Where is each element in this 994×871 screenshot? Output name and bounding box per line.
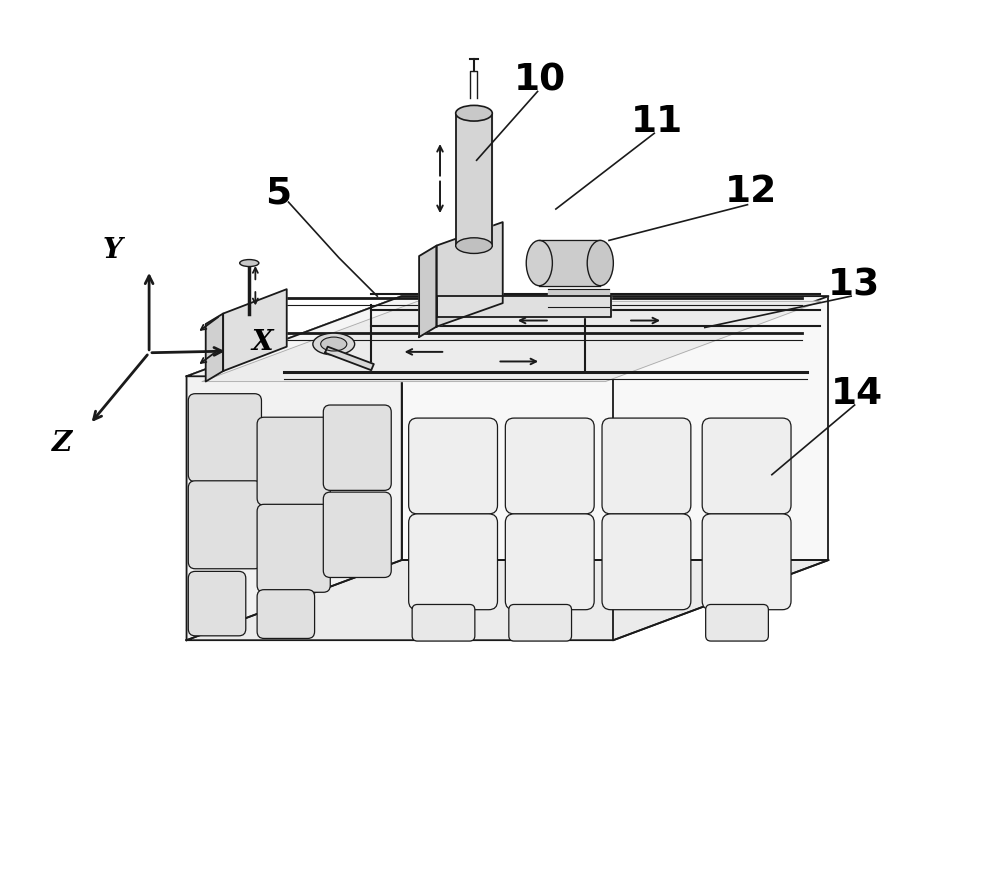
Text: 13: 13 — [827, 267, 879, 304]
Text: Z: Z — [52, 430, 72, 456]
Text: Y: Y — [102, 238, 122, 264]
FancyBboxPatch shape — [256, 417, 330, 505]
Polygon shape — [436, 222, 502, 327]
Ellipse shape — [455, 105, 492, 121]
Polygon shape — [418, 246, 436, 337]
Ellipse shape — [240, 260, 258, 267]
FancyBboxPatch shape — [256, 504, 330, 592]
FancyBboxPatch shape — [188, 571, 246, 636]
Ellipse shape — [320, 337, 347, 351]
Ellipse shape — [586, 240, 612, 286]
Polygon shape — [186, 296, 402, 640]
Text: 5: 5 — [264, 175, 291, 212]
Polygon shape — [186, 560, 828, 640]
FancyBboxPatch shape — [702, 418, 790, 514]
FancyBboxPatch shape — [702, 514, 790, 610]
Polygon shape — [206, 314, 223, 381]
Ellipse shape — [526, 240, 552, 286]
FancyBboxPatch shape — [188, 394, 261, 482]
Polygon shape — [402, 296, 828, 560]
Polygon shape — [202, 301, 820, 381]
Ellipse shape — [312, 333, 354, 355]
FancyBboxPatch shape — [505, 418, 593, 514]
FancyBboxPatch shape — [256, 590, 314, 638]
FancyBboxPatch shape — [412, 604, 474, 641]
Text: 10: 10 — [514, 62, 566, 98]
FancyBboxPatch shape — [409, 514, 497, 610]
FancyBboxPatch shape — [705, 604, 767, 641]
FancyBboxPatch shape — [323, 405, 391, 490]
Text: X: X — [251, 329, 273, 356]
FancyBboxPatch shape — [601, 514, 690, 610]
FancyBboxPatch shape — [188, 481, 261, 569]
Text: 12: 12 — [724, 173, 776, 210]
Polygon shape — [223, 289, 286, 371]
Text: 11: 11 — [630, 104, 682, 140]
Text: 14: 14 — [830, 375, 883, 412]
Polygon shape — [186, 296, 828, 376]
FancyBboxPatch shape — [601, 418, 690, 514]
FancyBboxPatch shape — [508, 604, 571, 641]
Polygon shape — [436, 296, 610, 317]
FancyBboxPatch shape — [409, 418, 497, 514]
FancyBboxPatch shape — [323, 492, 391, 577]
FancyBboxPatch shape — [505, 514, 593, 610]
Polygon shape — [325, 347, 374, 370]
Ellipse shape — [455, 238, 492, 253]
